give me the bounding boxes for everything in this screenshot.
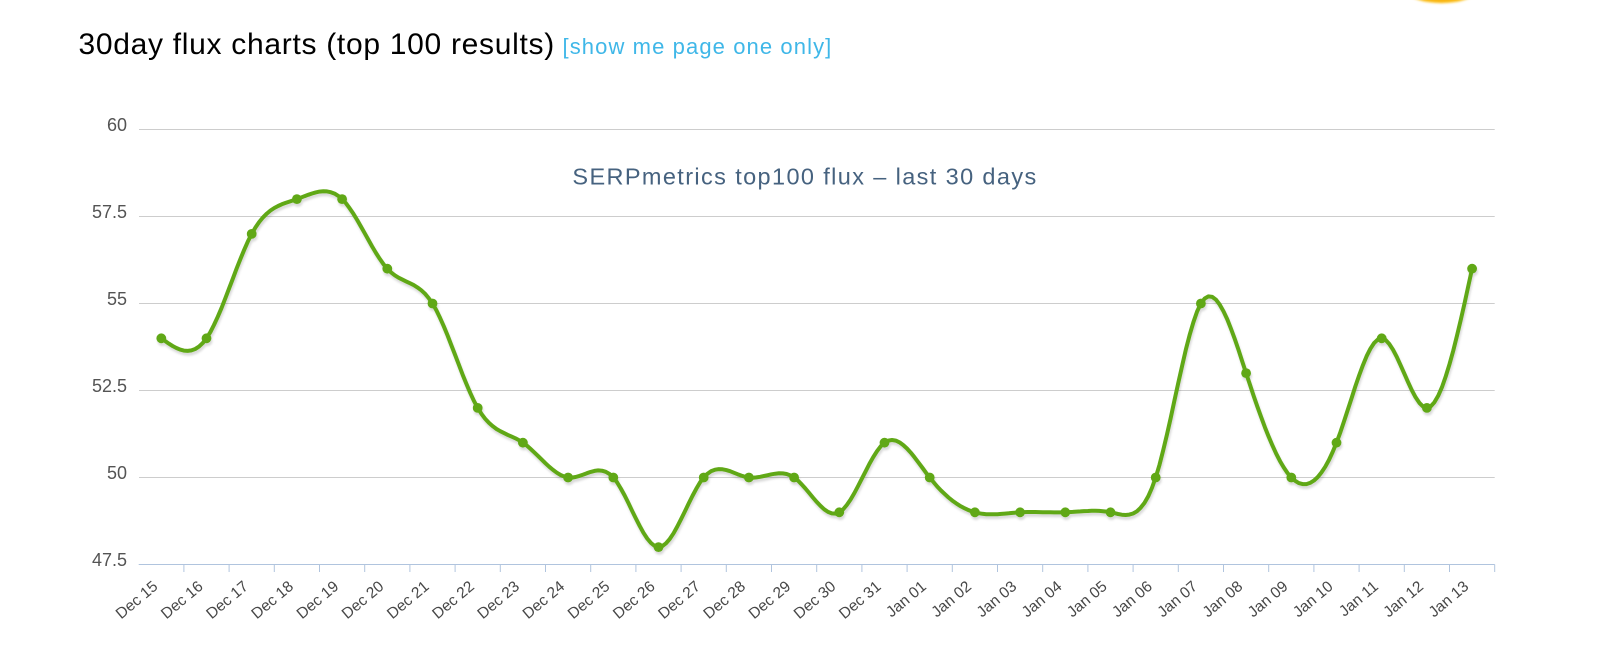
svg-text:Jan 10: Jan 10 <box>1290 578 1337 621</box>
svg-text:Jan 01: Jan 01 <box>883 578 930 621</box>
svg-text:Jan 02: Jan 02 <box>928 578 975 621</box>
svg-text:Jan 08: Jan 08 <box>1200 578 1247 621</box>
svg-text:Dec 24: Dec 24 <box>520 578 569 623</box>
svg-text:Dec 29: Dec 29 <box>746 578 795 623</box>
svg-text:Jan 04: Jan 04 <box>1019 578 1066 621</box>
svg-text:52.5: 52.5 <box>92 376 127 396</box>
svg-text:Dec 19: Dec 19 <box>294 578 343 623</box>
svg-text:Jan 05: Jan 05 <box>1064 578 1111 621</box>
svg-text:Dec 26: Dec 26 <box>610 578 659 623</box>
svg-text:Jan 11: Jan 11 <box>1336 578 1382 620</box>
svg-text:Jan 09: Jan 09 <box>1245 578 1292 621</box>
svg-text:Dec 22: Dec 22 <box>429 578 478 623</box>
svg-text:Dec 31: Dec 31 <box>836 578 885 623</box>
svg-text:Dec 23: Dec 23 <box>474 578 523 623</box>
svg-text:Dec 18: Dec 18 <box>248 578 297 623</box>
svg-text:57.5: 57.5 <box>92 202 127 222</box>
svg-text:50: 50 <box>107 463 127 483</box>
svg-text:Jan 07: Jan 07 <box>1154 578 1201 621</box>
svg-text:Dec 30: Dec 30 <box>791 578 840 623</box>
svg-text:Dec 20: Dec 20 <box>339 578 388 623</box>
svg-text:47.5: 47.5 <box>92 550 127 570</box>
svg-text:Jan 06: Jan 06 <box>1109 578 1156 621</box>
svg-text:Dec 21: Dec 21 <box>384 578 433 623</box>
svg-text:55: 55 <box>107 289 127 309</box>
svg-text:Jan 03: Jan 03 <box>974 578 1021 621</box>
svg-text:Jan 13: Jan 13 <box>1426 578 1473 621</box>
svg-text:60: 60 <box>107 115 127 135</box>
svg-text:Dec 16: Dec 16 <box>158 578 207 623</box>
svg-text:Dec 25: Dec 25 <box>565 578 614 623</box>
svg-text:Dec 17: Dec 17 <box>203 578 252 623</box>
svg-text:Dec 28: Dec 28 <box>700 578 749 623</box>
svg-text:Jan 12: Jan 12 <box>1380 578 1427 621</box>
svg-text:SERPmetrics top100 flux – last: SERPmetrics top100 flux – last 30 days <box>572 163 1037 189</box>
svg-text:Dec 27: Dec 27 <box>655 578 704 623</box>
svg-text:Dec 15: Dec 15 <box>113 578 162 623</box>
